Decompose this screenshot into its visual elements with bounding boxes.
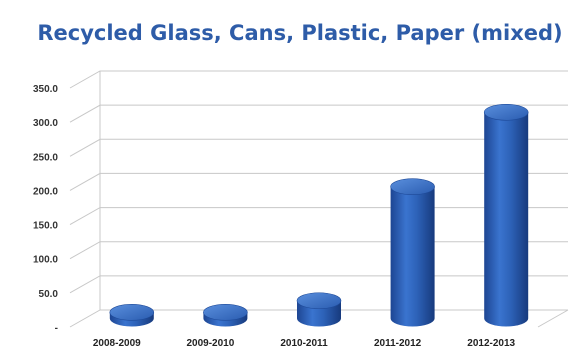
y-tick-label: 350.0: [33, 84, 58, 95]
bar: [483, 103, 529, 327]
x-tick-label: 2012-2013: [467, 338, 515, 349]
x-tick-label: 2008-2009: [93, 338, 141, 349]
y-tick-label: 300.0: [33, 118, 58, 129]
y-tick-label: 250.0: [33, 152, 58, 163]
y-tick-label: 50.0: [39, 289, 59, 300]
gridline: [69, 70, 568, 89]
x-axis-ticks: 2008-2009 2009-2010 2010-2011 2011-2012 2012…: [93, 338, 516, 349]
y-tick-label: 200.0: [33, 186, 58, 197]
chart-title: Recycled Glass, Cans, Plastic, Paper (mi…: [37, 21, 562, 45]
x-tick-label: 2011-2012: [374, 338, 422, 349]
bar: [203, 304, 248, 327]
bar: [109, 304, 155, 327]
floor-edge: [537, 309, 569, 328]
x-tick-label: 2009-2010: [186, 338, 234, 349]
bar: [390, 178, 435, 327]
y-tick-label: -: [55, 323, 58, 334]
gridlines: [69, 70, 569, 328]
y-tick-label: 150.0: [33, 221, 58, 232]
x-tick-label: 2010-2011: [280, 338, 328, 349]
bars: [109, 103, 529, 327]
bar: [296, 292, 342, 327]
y-axis-ticks: - 50.0 100.0 150.0 200.0 250.0 300.0 350.0: [33, 84, 58, 334]
y-tick-label: 100.0: [33, 255, 58, 266]
